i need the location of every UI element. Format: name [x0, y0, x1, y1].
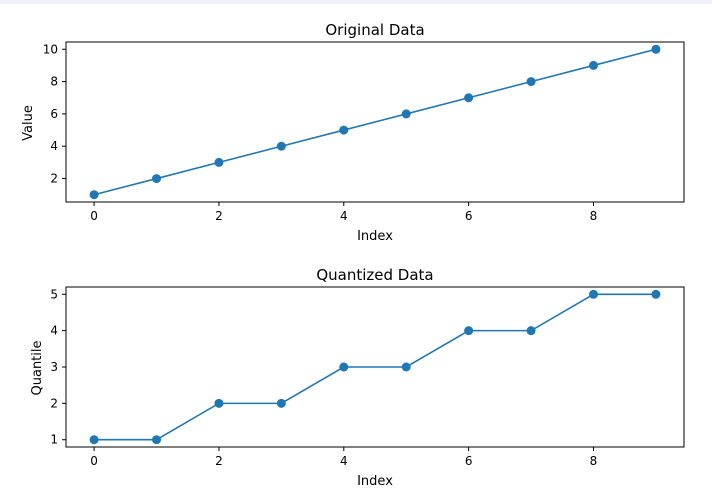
- data-point: [526, 326, 536, 336]
- data-point: [464, 326, 474, 336]
- y-axis-label: Value: [21, 105, 36, 141]
- data-point: [339, 125, 349, 135]
- data-point: [651, 44, 661, 54]
- axes-frame: [65, 41, 685, 203]
- chart-title: Quantized Data: [316, 266, 433, 284]
- data-point: [276, 141, 286, 151]
- y-tick-label: 3: [50, 360, 58, 374]
- series-line: [94, 293, 656, 441]
- x-tick-label: 8: [590, 454, 598, 468]
- x-tick-label: 8: [590, 209, 598, 223]
- chart-title: Original Data: [325, 21, 424, 39]
- data-point: [588, 60, 598, 70]
- data-point: [152, 174, 162, 184]
- data-point: [339, 362, 349, 372]
- data-point: [464, 93, 474, 103]
- y-tick-label: 5: [50, 287, 58, 301]
- y-tick-label: 6: [50, 107, 58, 121]
- x-tick-label: 0: [90, 454, 98, 468]
- series-line: [93, 48, 657, 196]
- x-tick-label: 6: [465, 454, 473, 468]
- y-tick-label: 4: [50, 324, 58, 338]
- data-point: [588, 289, 598, 299]
- window-top-strip: [0, 0, 712, 4]
- y-tick-label: 8: [50, 75, 58, 89]
- y-tick-label: 10: [43, 42, 58, 56]
- chart-quantized-data: Quantized Data Index Quantile 0 2 4 6 8 1 2 3 4 5: [30, 266, 685, 489]
- data-point: [152, 435, 162, 445]
- x-tick-label: 6: [465, 209, 473, 223]
- y-tick-label: 1: [50, 433, 58, 447]
- y-axis-label: Quantile: [30, 341, 45, 396]
- x-tick-label: 0: [90, 209, 98, 223]
- data-point: [526, 77, 536, 87]
- data-point: [651, 289, 661, 299]
- x-tick-label: 2: [215, 209, 223, 223]
- data-point: [401, 362, 411, 372]
- data-point: [89, 435, 99, 445]
- data-point: [214, 157, 224, 167]
- y-tick-label: 2: [50, 172, 58, 186]
- data-point: [214, 398, 224, 408]
- x-axis-label: Index: [357, 229, 393, 244]
- x-tick-label: 2: [215, 454, 223, 468]
- x-axis-label: Index: [357, 474, 393, 489]
- data-point: [276, 398, 286, 408]
- y-tick-label: 4: [50, 139, 58, 153]
- y-tick-label: 2: [50, 396, 58, 410]
- x-tick-label: 4: [340, 209, 348, 223]
- x-tick-label: 4: [340, 454, 348, 468]
- data-point: [401, 109, 411, 119]
- chart-original-data: Original Data Index Value 0 2 4 6 8 2 4 6 8 10: [21, 21, 685, 244]
- data-point: [89, 190, 99, 200]
